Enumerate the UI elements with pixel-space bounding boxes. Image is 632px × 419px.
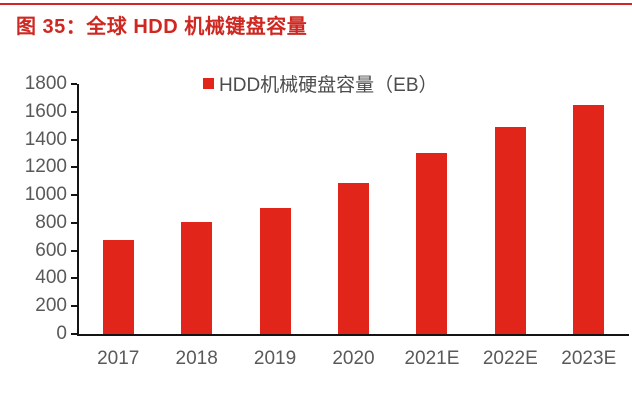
figure-title: 图 35：全球 HDD 机械键盘容量 — [16, 16, 308, 38]
x-axis-label-2020: 2020 — [332, 348, 375, 369]
y-axis-tick-label: 200 — [35, 295, 67, 317]
y-axis-tick-mark — [71, 277, 77, 280]
y-axis-tick-mark — [71, 166, 77, 169]
y-axis-tick-mark — [71, 110, 77, 113]
y-axis-tick-label: 600 — [35, 239, 67, 261]
y-axis-tick-mark — [71, 221, 77, 224]
x-axis-label-2023E: 2023E — [561, 348, 617, 369]
bar-2018 — [181, 221, 213, 334]
x-axis-label-2022E: 2022E — [482, 348, 538, 369]
chart-legend: HDD机械硬盘容量（EB） — [203, 70, 438, 97]
y-axis-tick-label: 1400 — [24, 128, 67, 150]
y-axis-tick-mark — [71, 194, 77, 197]
y-axis-tick-mark — [71, 83, 77, 85]
bar-2021E — [416, 153, 448, 334]
x-axis-label-2021E: 2021E — [404, 348, 460, 369]
legend-swatch-icon — [203, 78, 214, 89]
y-axis-tick-label: 1800 — [24, 73, 67, 94]
y-axis-tick-label: 1000 — [24, 184, 67, 206]
plot-area — [77, 84, 629, 336]
bar-2020 — [338, 182, 369, 334]
y-axis-tick-label: 800 — [35, 211, 67, 233]
y-axis-tick-mark — [71, 333, 77, 335]
y-axis-tick-mark — [71, 138, 77, 141]
y-axis-tick-label: 1600 — [24, 100, 67, 122]
legend-label: HDD机械硬盘容量（EB） — [219, 75, 438, 96]
y-axis-tick-label: 400 — [35, 267, 67, 289]
title-rule — [0, 3, 632, 5]
x-axis-label-2019: 2019 — [253, 348, 297, 369]
bar-2017 — [102, 239, 134, 334]
y-axis-tick-mark — [71, 305, 77, 308]
x-axis-label-2018: 2018 — [175, 348, 218, 369]
y-axis-tick-label: 0 — [56, 323, 67, 344]
y-axis-tick-mark — [71, 249, 77, 252]
y-axis-tick-label: 1200 — [24, 156, 67, 178]
bar-2019 — [259, 207, 291, 334]
bar-2022E — [494, 127, 526, 334]
x-axis-label-2017: 2017 — [97, 348, 140, 369]
bar-2023E — [573, 104, 605, 334]
